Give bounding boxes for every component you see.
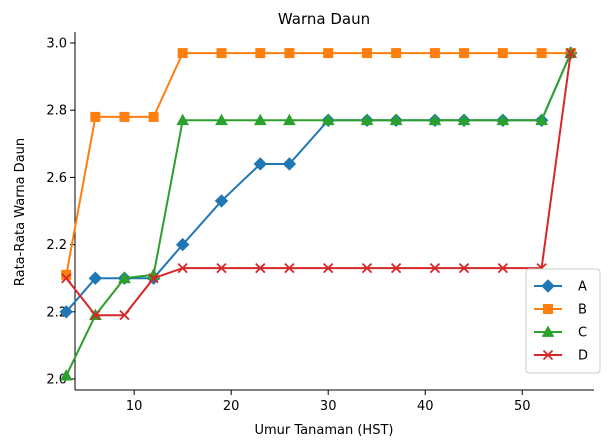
legend-marker: [541, 279, 555, 293]
x-tick-label: 30: [320, 399, 337, 414]
series-b-point: [497, 48, 508, 59]
data-series: [59, 46, 578, 381]
series-b-point: [284, 48, 295, 59]
legend-item-b: B: [534, 303, 587, 318]
series-a-point: [59, 305, 73, 319]
series-a-point: [175, 237, 190, 252]
legend-item-c: C: [534, 325, 587, 341]
series-d-line: [65, 52, 572, 317]
series-d-point: [148, 273, 159, 284]
series-c-point: [283, 113, 296, 126]
legend-label: B: [578, 303, 587, 318]
series-b-point: [148, 111, 159, 122]
series-b-point: [536, 48, 547, 59]
series-b-line: [65, 52, 571, 275]
legend-item-d: D: [534, 349, 588, 364]
x-tick-label: 10: [126, 399, 143, 414]
chart-title: Warna Daun: [278, 10, 370, 28]
series-c-point: [321, 113, 335, 126]
y-tick-label: 2.2: [46, 305, 67, 320]
x-tick-label: 50: [514, 399, 531, 414]
series-c-point: [215, 113, 228, 126]
series-d: [61, 47, 576, 321]
series-a-line: [65, 52, 572, 313]
series-d-point: [255, 262, 266, 274]
y-tick-label: 2.8: [46, 104, 67, 119]
legend-box: [525, 268, 601, 374]
series-d-point: [458, 262, 470, 274]
legend-label: D: [578, 349, 588, 364]
series-c-point: [496, 113, 510, 126]
series-c-point: [389, 113, 403, 126]
series-c-point: [118, 271, 131, 284]
series-c-point: [457, 113, 471, 126]
y-axis-label: Rata-Rata Warna Daun: [13, 138, 28, 286]
series-b-point: [177, 48, 188, 59]
series-c: [59, 46, 578, 381]
series-b-point: [255, 48, 266, 59]
x-tick-label: 20: [223, 399, 240, 414]
series-c-point: [360, 113, 374, 126]
series-a-point: [253, 157, 267, 171]
series-d-point: [177, 262, 188, 274]
series-b-point: [391, 48, 402, 59]
x-axis-label: Umur Tanaman (HST): [255, 423, 394, 438]
series-b-point: [216, 48, 227, 59]
series-c-point: [253, 113, 267, 126]
series-c-point: [176, 113, 190, 126]
series-d-point: [216, 262, 227, 274]
series-b-point: [90, 111, 101, 122]
series-c-point: [428, 113, 442, 126]
series-b-point: [459, 48, 470, 59]
series-b-point: [323, 48, 334, 59]
legend-marker: [541, 325, 555, 337]
legend-label: A: [578, 280, 587, 295]
series-b-point: [429, 48, 440, 59]
series-c-point: [59, 369, 73, 381]
series-b-point: [362, 48, 373, 59]
legend-marker: [543, 304, 553, 314]
series-d-point: [497, 262, 508, 274]
series-d-point: [323, 262, 334, 274]
series-c-line: [65, 52, 572, 377]
series-d-point: [429, 262, 441, 274]
series-b: [61, 48, 576, 280]
y-tick-label: 2.0: [46, 373, 67, 388]
series-c-point: [535, 113, 548, 126]
series-d-point: [90, 310, 101, 321]
y-tick-label: 3.0: [46, 37, 67, 52]
series-a-point: [282, 157, 297, 171]
x-tick-label: 40: [417, 399, 434, 414]
axes: 2.0 2.2 2.2 2.6 2.8 3.0 10 20 30 40 50: [46, 32, 594, 414]
series-b-point: [119, 111, 130, 122]
legend-item-a: A: [534, 279, 587, 295]
series-d-point: [565, 47, 576, 59]
series-d-point: [119, 310, 130, 321]
y-tick-label: 2.6: [46, 171, 67, 186]
series-a-point: [88, 271, 103, 285]
y-tick-label: 2.2: [46, 238, 67, 253]
series-a-point: [214, 194, 229, 208]
series-d-point: [361, 262, 373, 274]
series-d-point: [284, 262, 295, 274]
series-d-point: [390, 262, 402, 274]
series-d-point: [61, 273, 72, 284]
legend-marker: [542, 349, 554, 361]
legend-label: C: [578, 326, 587, 341]
